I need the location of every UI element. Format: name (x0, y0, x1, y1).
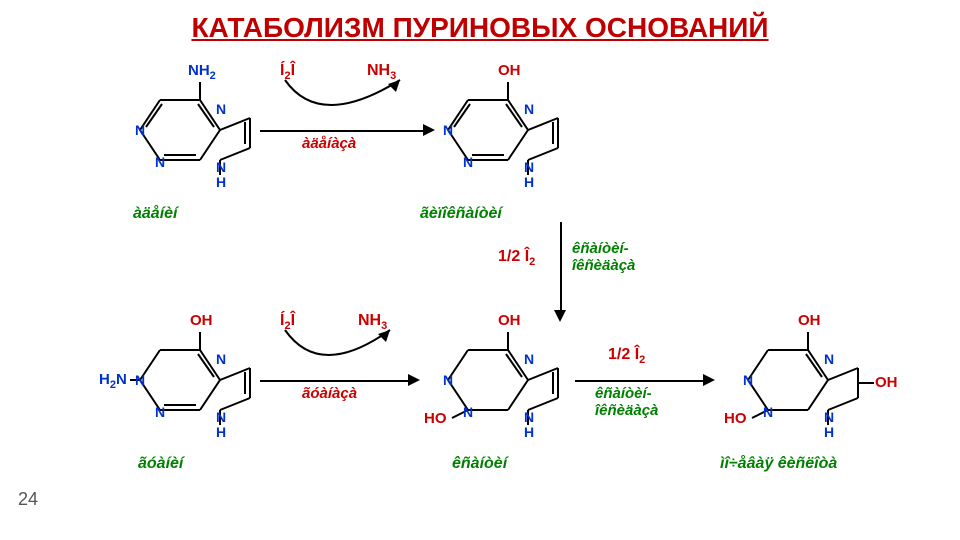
purine-skeleton-3: N N N N H (130, 320, 260, 440)
r3-enzyme: ãóàíàçà (302, 385, 357, 402)
sub-nh2: NH2 (188, 62, 216, 82)
mol-adenine: N N N N H NH2 (130, 70, 260, 195)
r4-reagent: 1/2 Î2 (608, 346, 645, 366)
svg-text:N: N (524, 159, 534, 175)
svg-text:N: N (216, 351, 226, 367)
purine-skeleton-4: N N N N H (438, 320, 568, 440)
sub-oh-u1: OH (798, 312, 821, 329)
sub-oh-1: OH (498, 62, 521, 79)
mol-hypoxanthine: N N N N H OH (438, 70, 568, 195)
svg-text:N: N (524, 351, 534, 367)
r1-in: Í2Î (280, 62, 295, 82)
r1-enzyme: àäåíàçà (302, 135, 356, 152)
sub-oh-u3: OH (875, 374, 898, 391)
svg-text:N: N (135, 122, 145, 138)
svg-text:H: H (824, 424, 834, 440)
mol-guanine: N N N N H OH H2N (130, 320, 260, 445)
arrow-r2 (560, 222, 562, 312)
label-adenine: àäåíèí (133, 205, 177, 223)
label-hypox: ãèïîêñàíòèí (420, 205, 502, 223)
svg-text:N: N (155, 154, 165, 170)
sub-oh-x1: OH (498, 312, 521, 329)
svg-text:N: N (763, 404, 773, 420)
svg-text:N: N (463, 404, 473, 420)
svg-text:N: N (463, 154, 473, 170)
svg-text:N: N (216, 409, 226, 425)
purine-skeleton: N N N N H (130, 70, 260, 190)
purine-skeleton-5: N N N N H (738, 320, 888, 440)
sub-oh-u2: HO (724, 410, 747, 427)
svg-text:H: H (524, 174, 534, 190)
arrow-r4-head (703, 374, 715, 386)
page-title: КАТАБОЛИЗМ ПУРИНОВЫХ ОСНОВАНИЙ (0, 12, 960, 44)
label-guanine: ãóàíèí (138, 455, 183, 473)
svg-text:H: H (216, 424, 226, 440)
svg-text:N: N (155, 404, 165, 420)
svg-text:H: H (524, 424, 534, 440)
arrow-r4 (575, 380, 705, 382)
purine-skeleton-2: N N N N H (438, 70, 568, 190)
svg-text:N: N (443, 372, 453, 388)
r2-reagent: 1/2 Î2 (498, 248, 535, 268)
r3-out: NH3 (358, 312, 387, 332)
label-xanthine: êñàíòèí (452, 455, 507, 473)
svg-text:N: N (824, 351, 834, 367)
svg-text:N: N (216, 101, 226, 117)
sub-oh-g: OH (190, 312, 213, 329)
r1-out: NH3 (367, 62, 396, 82)
sub-oh-x2: HO (424, 410, 447, 427)
arrow-r3-curve (260, 330, 415, 382)
mol-xanthine: N N N N H OH HO (438, 320, 568, 445)
svg-text:N: N (524, 409, 534, 425)
svg-text:N: N (743, 372, 753, 388)
r4-enzyme: êñàíòèí- îêñèäàçà (595, 385, 658, 419)
svg-text:N: N (216, 159, 226, 175)
svg-text:N: N (443, 122, 453, 138)
svg-text:N: N (524, 101, 534, 117)
r2-enzyme: êñàíòèí- îêñèäàçà (572, 240, 635, 274)
mol-uric-acid: N N N N H OH HO OH (738, 320, 888, 445)
arrow-r1-curve (260, 80, 425, 132)
svg-text:H: H (216, 174, 226, 190)
label-uric: ìî÷åâàÿ êèñëîòà (720, 455, 837, 473)
r3-in: Í2Î (280, 312, 295, 332)
page-number: 24 (18, 489, 38, 510)
sub-h2n: H2N (99, 371, 127, 391)
svg-text:N: N (135, 372, 145, 388)
svg-text:N: N (824, 409, 834, 425)
